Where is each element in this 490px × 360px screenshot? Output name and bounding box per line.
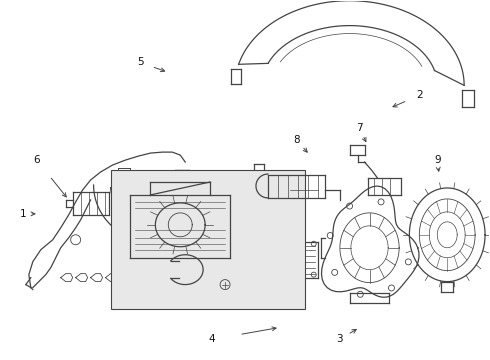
Circle shape xyxy=(389,285,394,291)
Text: 8: 8 xyxy=(294,135,300,145)
Text: 7: 7 xyxy=(356,123,363,133)
Text: 2: 2 xyxy=(416,90,423,100)
Circle shape xyxy=(332,269,338,275)
Text: 9: 9 xyxy=(434,155,441,165)
Circle shape xyxy=(327,233,333,239)
Circle shape xyxy=(405,259,411,265)
Circle shape xyxy=(357,291,363,297)
Bar xyxy=(111,170,305,310)
Text: 4: 4 xyxy=(209,334,216,345)
Text: 1: 1 xyxy=(20,209,26,219)
Circle shape xyxy=(378,199,384,205)
Text: 5: 5 xyxy=(137,58,144,67)
Circle shape xyxy=(346,203,353,209)
Text: 3: 3 xyxy=(336,334,343,345)
Text: 6: 6 xyxy=(33,155,40,165)
